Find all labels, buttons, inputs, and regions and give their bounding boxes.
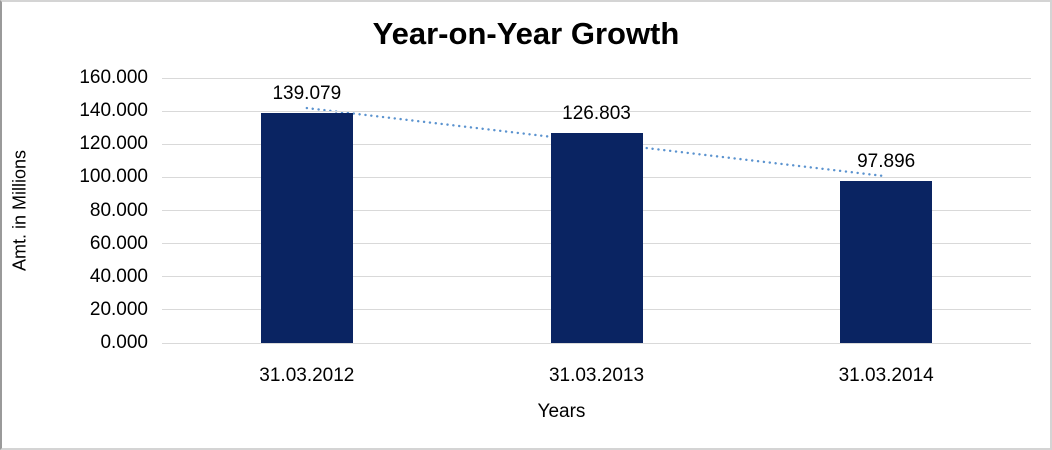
y-tick-label: 100.000 (79, 166, 148, 188)
gridline (162, 342, 1031, 344)
y-tick-label: 60.000 (89, 232, 148, 254)
data-label: 139.079 (272, 82, 342, 104)
x-category-label: 31.03.2012 (259, 365, 355, 386)
y-tick-label: 140.000 (79, 100, 148, 122)
x-category-label: 31.03.2013 (548, 365, 645, 386)
y-tick-label: 0.000 (100, 332, 148, 353)
bar-31.03.2014 (840, 180, 933, 343)
y-tick-label: 160.000 (79, 67, 148, 88)
y-tick-label: 20.000 (89, 298, 148, 320)
plot-area: 139.079 126.803 97.896 (162, 77, 1031, 344)
chart-title: Year-on-Year Growth (372, 16, 680, 51)
bar-31.03.2013 (550, 132, 643, 343)
gridline (162, 110, 1031, 112)
y-tick-label: 40.000 (89, 265, 148, 287)
gridline (162, 77, 1031, 79)
data-label: 126.803 (562, 102, 631, 124)
y-tick-label: 120.000 (79, 133, 148, 155)
bar-31.03.2012 (260, 112, 353, 343)
x-axis-title: Years (537, 401, 586, 422)
data-label: 97.896 (857, 150, 916, 172)
y-tick-label: 80.000 (89, 199, 148, 221)
x-category-label: 31.03.2014 (838, 365, 934, 386)
